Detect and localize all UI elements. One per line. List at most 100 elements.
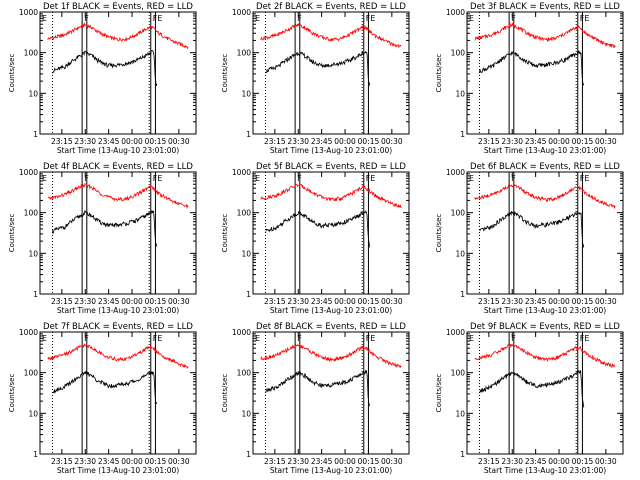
plot-frame: [252, 171, 410, 295]
x-tick-label: 23:45: [311, 457, 333, 466]
band-fe: [150, 11, 156, 135]
x-tick-label: 23:15: [51, 457, 73, 466]
series-lld-line: [474, 183, 616, 210]
band-f: [81, 11, 88, 135]
marker-e: E: [469, 334, 474, 343]
series-lld-line: [47, 343, 189, 369]
plot-frame: [252, 331, 410, 455]
y-tick-label: 100: [237, 49, 252, 58]
x-tick-label: 00:00: [334, 457, 356, 466]
y-axis-label: Counts/sec: [435, 374, 443, 413]
x-axis-label: Start Time (13-Aug-10 23:01:00): [57, 306, 179, 315]
y-tick-label: 100: [237, 369, 252, 378]
x-tick-label: 23:45: [525, 137, 547, 146]
x-tick-label: 23:15: [264, 137, 286, 146]
x-tick-label: 00:30: [595, 137, 617, 146]
y-tick-label: 10: [455, 89, 465, 98]
panel-9: Det 9f BLACK = Events, RED = LLD E F FE 1 10 1…: [435, 322, 624, 475]
x-tick-label: 00:00: [334, 297, 356, 306]
marker-fe: FE: [580, 174, 590, 183]
x-tick-label: 00:30: [595, 457, 617, 466]
marker-fe: FE: [580, 14, 590, 23]
x-tick-label: 00:15: [145, 457, 167, 466]
x-tick-label: 23:30: [287, 297, 309, 306]
y-tick-label: 100: [24, 49, 39, 58]
panel-8: Det 8f BLACK = Events, RED = LLD E F FE 1 10 1…: [221, 322, 410, 475]
panel-title: Det 9f BLACK = Events, RED = LLD: [470, 322, 620, 332]
marker-e: E: [255, 14, 260, 23]
x-tick-label: 23:45: [525, 297, 547, 306]
marker-fe: FE: [153, 14, 163, 23]
band-fe: [363, 171, 369, 295]
x-tick-label: 23:30: [287, 137, 309, 146]
y-axis-label: Counts/sec: [221, 54, 229, 93]
panel-1: Det 1f BLACK = Events, RED = LLD E F FE 1 10 1…: [8, 2, 197, 155]
plot-frame: [39, 171, 197, 295]
x-tick-label: 00:30: [168, 297, 190, 306]
x-tick-label: 23:15: [478, 457, 500, 466]
panel-6: Det 6f BLACK = Events, RED = LLD E F FE 1 10 1…: [435, 162, 624, 315]
x-tick-label: 23:15: [478, 297, 500, 306]
x-tick-label: 00:15: [358, 457, 380, 466]
x-tick-label: 00:30: [381, 137, 403, 146]
y-tick-label: 10: [455, 249, 465, 258]
series-events-line: [265, 369, 371, 407]
x-axis-label: Start Time (13-Aug-10 23:01:00): [484, 146, 606, 155]
series-events-line: [52, 210, 158, 247]
marker-f: F: [297, 14, 302, 23]
band-fe: [577, 11, 583, 135]
panel-3: Det 3f BLACK = Events, RED = LLD E F FE 1 10 1…: [435, 2, 624, 155]
band-f: [508, 11, 515, 135]
x-tick-label: 00:15: [572, 297, 594, 306]
plot-frame: [252, 11, 410, 135]
y-axis-label: Counts/sec: [221, 214, 229, 253]
marker-e: E: [42, 14, 47, 23]
series-lld-line: [47, 183, 189, 210]
y-tick-label: 10: [28, 89, 38, 98]
y-tick-label: 100: [451, 369, 466, 378]
y-tick-label: 10: [241, 89, 251, 98]
x-tick-label: 00:15: [358, 137, 380, 146]
plot-frame: [466, 171, 624, 295]
plot-frame: [39, 331, 197, 455]
x-tick-label: 23:15: [478, 137, 500, 146]
y-tick-label: 1000: [19, 168, 38, 177]
y-tick-label: 1000: [232, 8, 251, 17]
x-tick-label: 23:30: [501, 297, 523, 306]
x-tick-label: 23:45: [311, 297, 333, 306]
y-tick-label: 1: [33, 450, 38, 459]
panel-title: Det 5f BLACK = Events, RED = LLD: [256, 162, 406, 172]
x-tick-label: 23:30: [501, 457, 523, 466]
x-tick-label: 00:00: [548, 137, 570, 146]
x-axis-label: Start Time (13-Aug-10 23:01:00): [484, 306, 606, 315]
band-f: [294, 11, 301, 135]
series-events-line: [265, 50, 371, 86]
y-tick-label: 1000: [446, 168, 465, 177]
x-tick-label: 23:30: [74, 457, 96, 466]
marker-fe: FE: [366, 334, 376, 343]
y-tick-label: 1: [33, 130, 38, 139]
x-tick-label: 00:30: [168, 137, 190, 146]
marker-f: F: [511, 334, 516, 343]
y-axis-label: Counts/sec: [435, 54, 443, 93]
band-fe: [363, 331, 369, 455]
y-tick-label: 100: [24, 369, 39, 378]
x-tick-label: 23:15: [51, 297, 73, 306]
y-tick-label: 100: [451, 209, 466, 218]
series-events-line: [52, 370, 158, 405]
marker-e: E: [42, 334, 47, 343]
x-tick-label: 00:00: [548, 457, 570, 466]
marker-e: E: [469, 14, 474, 23]
y-tick-label: 10: [241, 409, 251, 418]
y-tick-label: 100: [237, 209, 252, 218]
series-events-line: [479, 369, 585, 408]
y-axis-label: Counts/sec: [8, 214, 16, 253]
y-tick-label: 10: [241, 249, 251, 258]
x-tick-label: 00:15: [572, 457, 594, 466]
x-tick-label: 23:15: [264, 297, 286, 306]
x-tick-label: 00:30: [168, 457, 190, 466]
series-lld-line: [260, 22, 402, 49]
panel-title: Det 1f BLACK = Events, RED = LLD: [43, 2, 193, 12]
y-axis-label: Counts/sec: [8, 54, 16, 93]
